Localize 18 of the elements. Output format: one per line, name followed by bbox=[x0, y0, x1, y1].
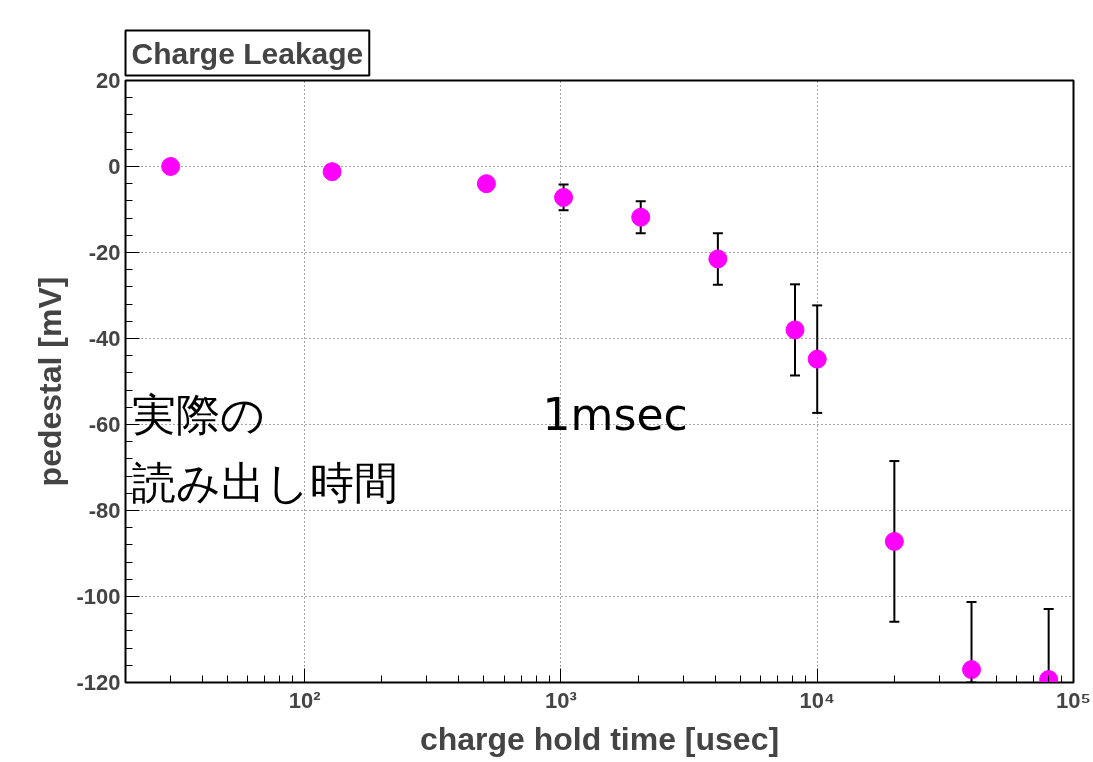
y-tick-label: -120 bbox=[76, 670, 121, 695]
annotation: 読み出し時間 bbox=[132, 456, 399, 508]
y-tick-label: 20 bbox=[96, 68, 121, 93]
annotation: 1msec bbox=[542, 388, 688, 440]
y-tick-label: -100 bbox=[76, 584, 121, 609]
annotation: 実際の bbox=[132, 388, 266, 440]
y-tick-label: 0 bbox=[108, 154, 121, 179]
y-tick-label: -80 bbox=[88, 498, 121, 523]
y-tick-label: -40 bbox=[88, 326, 121, 351]
chart-title: Charge Leakage bbox=[131, 36, 364, 70]
x-tick-label: 10⁵ bbox=[1056, 687, 1091, 713]
y-tick-label: -60 bbox=[88, 412, 121, 437]
y-tick-label: -20 bbox=[88, 240, 121, 265]
x-tick-label: 10² bbox=[288, 687, 321, 713]
y-axis-title: pedestal [mV] bbox=[32, 276, 69, 487]
x-tick-label: 10³ bbox=[545, 687, 577, 713]
x-axis-title: charge hold time [usec] bbox=[419, 720, 780, 757]
x-tick-label: 10⁴ bbox=[799, 687, 835, 713]
